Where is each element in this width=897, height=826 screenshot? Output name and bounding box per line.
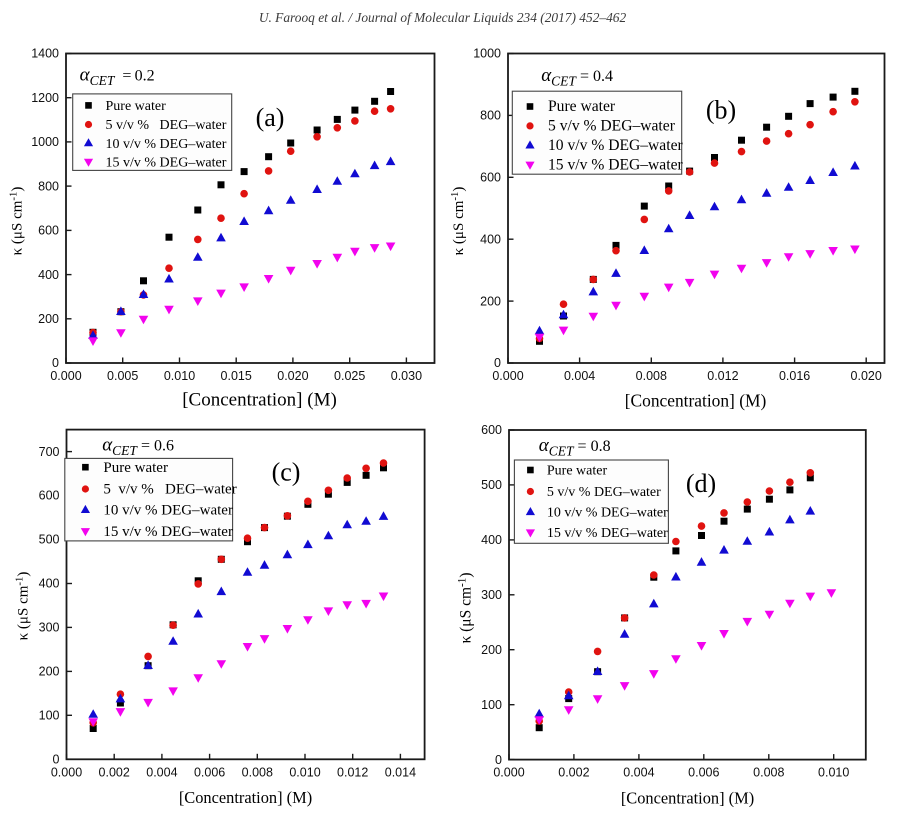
svg-text:15 v/v % DEG–water: 15 v/v % DEG–water: [106, 155, 227, 170]
svg-text:700: 700: [39, 445, 60, 459]
svg-text:1000: 1000: [31, 135, 59, 149]
svg-text:κ (μS cm-1): κ (μS cm-1): [449, 187, 467, 256]
svg-text:0.000: 0.000: [51, 765, 82, 779]
svg-text:10 v/v % DEG–water: 10 v/v % DEG–water: [548, 137, 683, 154]
svg-text:15 v/v % DEG–water: 15 v/v % DEG–water: [103, 524, 233, 540]
svg-text:(c): (c): [272, 458, 301, 487]
svg-text:5 v/v % DEG–water: 5 v/v % DEG–water: [548, 118, 676, 135]
svg-text:5 v/v % DEG–water: 5 v/v % DEG–water: [547, 485, 661, 500]
svg-text:200: 200: [481, 643, 502, 657]
svg-text:400: 400: [38, 268, 59, 282]
svg-text:800: 800: [480, 109, 501, 123]
svg-text:αCET = 0.2: αCET = 0.2: [80, 65, 155, 89]
svg-text:1400: 1400: [31, 47, 59, 61]
svg-text:(b): (b): [706, 96, 736, 125]
svg-text:200: 200: [480, 294, 501, 308]
svg-text:1200: 1200: [31, 91, 59, 105]
svg-text:0.025: 0.025: [334, 369, 365, 383]
svg-text:500: 500: [481, 478, 502, 492]
svg-text:500: 500: [39, 533, 60, 547]
svg-text:800: 800: [38, 179, 59, 193]
svg-text:300: 300: [39, 621, 60, 635]
svg-text:0: 0: [52, 356, 59, 370]
svg-text:0.012: 0.012: [707, 369, 738, 383]
svg-text:0.010: 0.010: [164, 369, 195, 383]
svg-text:0.002: 0.002: [558, 766, 589, 780]
svg-text:0.004: 0.004: [564, 369, 595, 383]
svg-text:0.002: 0.002: [99, 765, 130, 779]
svg-text:200: 200: [39, 665, 60, 679]
svg-text:0.014: 0.014: [385, 765, 416, 779]
svg-text:0.000: 0.000: [50, 369, 81, 383]
svg-text:[Concentration] (M): [Concentration] (M): [179, 788, 312, 807]
svg-text:0: 0: [495, 753, 502, 767]
svg-text:10 v/v % DEG–water: 10 v/v % DEG–water: [547, 506, 668, 521]
svg-text:400: 400: [480, 232, 501, 246]
svg-text:0.006: 0.006: [688, 766, 719, 780]
svg-text:0.004: 0.004: [146, 765, 177, 779]
svg-text:0.008: 0.008: [242, 765, 273, 779]
svg-text:5 v/v % DEG–water: 5 v/v % DEG–water: [103, 482, 236, 498]
svg-text:[Concentration] (M): [Concentration] (M): [182, 390, 337, 411]
svg-text:(a): (a): [256, 103, 285, 132]
svg-text:0.010: 0.010: [818, 766, 849, 780]
svg-text:10 v/v % DEG–water: 10 v/v % DEG–water: [106, 137, 227, 152]
svg-text:100: 100: [481, 698, 502, 712]
svg-text:[Concentration] (M): [Concentration] (M): [621, 789, 754, 808]
svg-text:κ (μS cm-1): κ (μS cm-1): [14, 572, 32, 641]
svg-text:αCET = 0.4: αCET = 0.4: [541, 65, 613, 89]
svg-text:0.005: 0.005: [107, 369, 138, 383]
svg-text:0.020: 0.020: [851, 369, 882, 383]
svg-text:αCET = 0.6: αCET = 0.6: [102, 435, 174, 459]
svg-text:αCET = 0.8: αCET = 0.8: [539, 435, 611, 459]
svg-text:(d): (d): [686, 469, 716, 498]
svg-text:1000: 1000: [473, 47, 501, 61]
svg-text:[Concentration] (M): [Concentration] (M): [625, 390, 767, 410]
svg-text:0.008: 0.008: [753, 766, 784, 780]
svg-text:κ (μS cm-1): κ (μS cm-1): [8, 187, 26, 256]
svg-text:0.015: 0.015: [221, 369, 252, 383]
svg-text:15 v/v % DEG–water: 15 v/v % DEG–water: [548, 156, 683, 173]
svg-text:600: 600: [480, 171, 501, 185]
svg-text:0.030: 0.030: [391, 369, 422, 383]
svg-text:0.016: 0.016: [779, 369, 810, 383]
svg-text:0.010: 0.010: [289, 765, 320, 779]
svg-text:0.004: 0.004: [623, 766, 654, 780]
svg-text:400: 400: [39, 577, 60, 591]
svg-text:400: 400: [481, 533, 502, 547]
svg-text:κ (μS cm-1): κ (μS cm-1): [457, 572, 475, 643]
svg-text:600: 600: [39, 489, 60, 503]
svg-text:300: 300: [481, 588, 502, 602]
svg-text:Pure water: Pure water: [547, 464, 608, 479]
svg-text:0.020: 0.020: [277, 369, 308, 383]
svg-text:100: 100: [39, 709, 60, 723]
svg-text:0.006: 0.006: [194, 765, 225, 779]
svg-text:Pure water: Pure water: [103, 460, 168, 476]
svg-text:10 v/v % DEG–water: 10 v/v % DEG–water: [103, 503, 233, 519]
svg-text:200: 200: [38, 312, 59, 326]
svg-text:0.000: 0.000: [492, 369, 523, 383]
svg-text:15 v/v % DEG–water: 15 v/v % DEG–water: [547, 526, 668, 541]
svg-text:600: 600: [38, 224, 59, 238]
svg-text:0.008: 0.008: [636, 369, 667, 383]
svg-text:600: 600: [481, 423, 502, 437]
svg-text:Pure water: Pure water: [548, 98, 616, 115]
svg-text:0: 0: [53, 753, 60, 767]
svg-text:0.012: 0.012: [337, 765, 368, 779]
svg-text:Pure water: Pure water: [106, 99, 167, 114]
svg-text:5 v/v % DEG–water: 5 v/v % DEG–water: [106, 118, 227, 133]
svg-text:0.000: 0.000: [493, 766, 524, 780]
svg-text:0: 0: [494, 356, 501, 370]
